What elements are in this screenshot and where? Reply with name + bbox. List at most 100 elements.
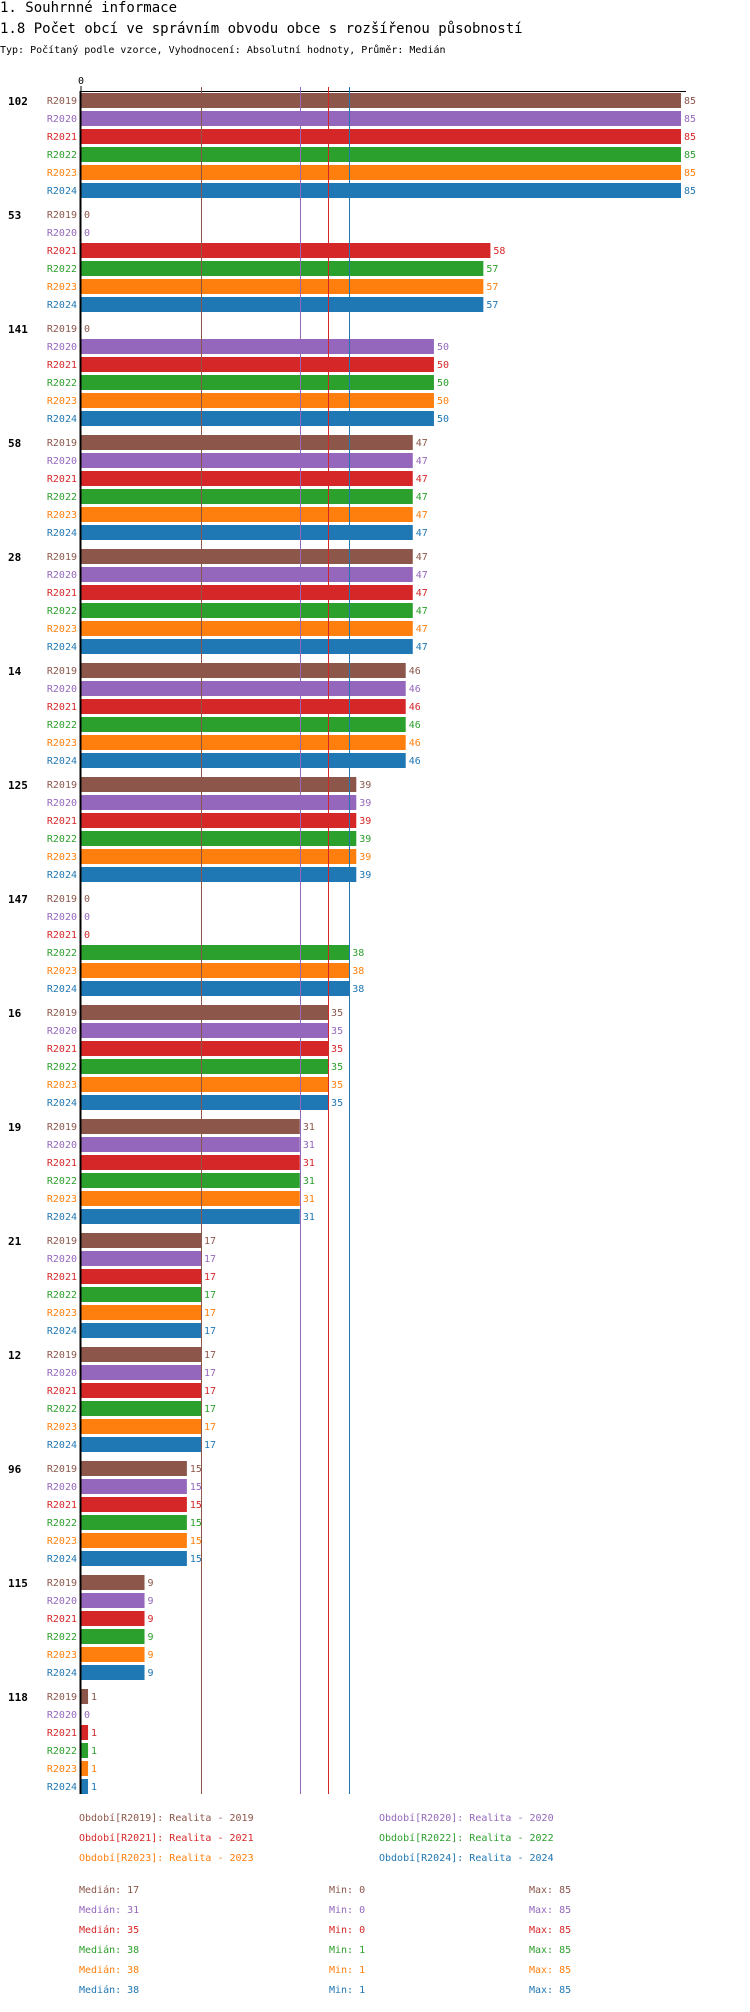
- bar: [81, 1383, 201, 1398]
- stat-max: Max: 85: [529, 1925, 572, 1936]
- value-label: 46: [409, 684, 421, 695]
- stat-median: Medián: 31: [79, 1905, 140, 1916]
- series-label: R2024: [47, 414, 77, 425]
- value-label: 47: [416, 552, 428, 563]
- value-label: 47: [416, 492, 428, 503]
- series-label: R2020: [47, 1368, 77, 1379]
- value-label: 47: [416, 624, 428, 635]
- bar: [81, 1365, 201, 1380]
- value-label: 0: [84, 210, 90, 221]
- group-label: 141: [8, 323, 28, 336]
- value-label: 31: [303, 1212, 315, 1223]
- value-label: 1: [91, 1692, 97, 1703]
- series-label: R2019: [47, 552, 77, 563]
- bar: [81, 1095, 329, 1110]
- value-label: 9: [148, 1668, 154, 1679]
- bar: [81, 279, 484, 294]
- value-label: 47: [416, 456, 428, 467]
- bar: [81, 1269, 201, 1284]
- value-label: 31: [303, 1140, 315, 1151]
- bar: [81, 867, 357, 882]
- series-label: R2020: [47, 114, 77, 125]
- value-label: 39: [359, 780, 371, 791]
- series-label: R2024: [47, 1668, 77, 1679]
- series-label: R2019: [47, 1464, 77, 1475]
- series-label: R2022: [47, 1290, 77, 1301]
- value-label: 38: [352, 966, 364, 977]
- series-label: R2024: [47, 1782, 77, 1793]
- stat-max: Max: 85: [529, 1985, 572, 1996]
- bar: [81, 1761, 89, 1776]
- series-label: R2020: [47, 456, 77, 467]
- series-label: R2021: [47, 702, 77, 713]
- value-label: 85: [684, 168, 696, 179]
- series-label: R2024: [47, 300, 77, 311]
- value-label: 17: [204, 1422, 216, 1433]
- series-label: R2024: [47, 1326, 77, 1337]
- group-label: 19: [8, 1121, 21, 1134]
- value-label: 1: [91, 1728, 97, 1739]
- value-label: 15: [190, 1554, 202, 1565]
- bar: [81, 1461, 187, 1476]
- bar: [81, 1305, 201, 1320]
- group-label: 147: [8, 893, 28, 906]
- series-label: R2022: [47, 606, 77, 617]
- value-label: 85: [684, 114, 696, 125]
- bar: [81, 1419, 201, 1434]
- bar: [81, 1479, 187, 1494]
- series-label: R2020: [47, 342, 77, 353]
- series-label: R2023: [47, 1764, 77, 1775]
- value-label: 15: [190, 1464, 202, 1475]
- bar: [81, 1251, 201, 1266]
- value-label: 35: [331, 1026, 343, 1037]
- bar: [81, 1575, 145, 1590]
- series-label: R2022: [47, 720, 77, 731]
- value-label: 0: [84, 894, 90, 905]
- bar: [81, 945, 350, 960]
- stat-min: Min: 0: [329, 1905, 366, 1916]
- stat-max: Max: 85: [529, 1945, 572, 1956]
- value-label: 17: [204, 1236, 216, 1247]
- value-label: 1: [91, 1746, 97, 1757]
- series-label: R2024: [47, 1440, 77, 1451]
- value-label: 17: [204, 1386, 216, 1397]
- bar: [81, 1611, 145, 1626]
- series-label: R2020: [47, 1596, 77, 1607]
- bar: [81, 1515, 187, 1530]
- bar: [81, 1137, 300, 1152]
- series-label: R2020: [47, 570, 77, 581]
- bar: [81, 1023, 329, 1038]
- bar: [81, 831, 357, 846]
- group-label: 12: [8, 1349, 21, 1362]
- series-label: R2022: [47, 1518, 77, 1529]
- bar: [81, 1497, 187, 1512]
- stat-min: Min: 0: [329, 1925, 366, 1936]
- series-label: R2022: [47, 1176, 77, 1187]
- bar: [81, 147, 681, 162]
- bar: [81, 453, 413, 468]
- series-label: R2019: [47, 1236, 77, 1247]
- bar: [81, 1155, 300, 1170]
- series-label: R2020: [47, 1482, 77, 1493]
- value-label: 47: [416, 510, 428, 521]
- series-label: R2021: [47, 588, 77, 599]
- series-label: R2019: [47, 210, 77, 221]
- series-label: R2024: [47, 1098, 77, 1109]
- value-label: 47: [416, 528, 428, 539]
- bar: [81, 621, 413, 636]
- stat-median: Medián: 38: [79, 1985, 140, 1996]
- series-label: R2022: [47, 1632, 77, 1643]
- bar: [81, 393, 434, 408]
- series-label: R2021: [47, 816, 77, 827]
- value-label: 0: [84, 930, 90, 941]
- bar: [81, 111, 681, 126]
- value-label: 38: [352, 948, 364, 959]
- series-label: R2022: [47, 264, 77, 275]
- legend-item: Období[R2021]: Realita - 2021: [79, 1833, 254, 1844]
- value-label: 35: [331, 1098, 343, 1109]
- bar: [81, 717, 406, 732]
- bar: [81, 813, 357, 828]
- bar: [81, 567, 413, 582]
